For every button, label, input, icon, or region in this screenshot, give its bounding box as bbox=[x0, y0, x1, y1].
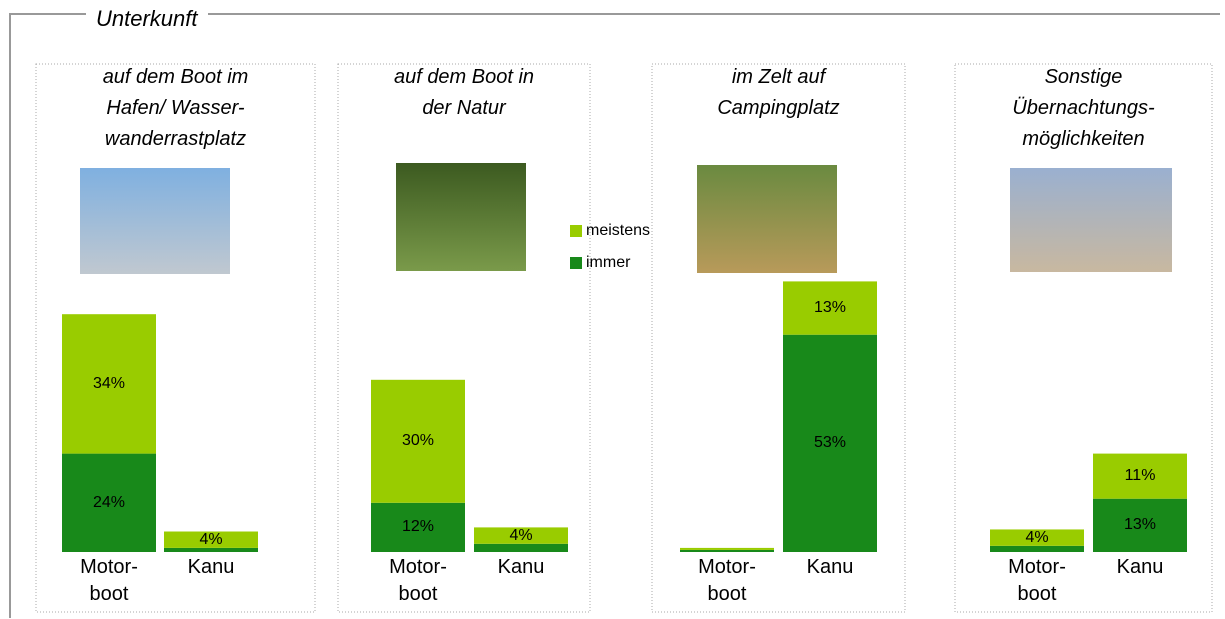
x-tick-label: Motor- boot bbox=[698, 556, 756, 605]
bar-segment bbox=[62, 453, 156, 552]
bar-segment bbox=[680, 549, 774, 552]
photo bbox=[80, 168, 230, 274]
panel-frame bbox=[651, 63, 906, 613]
x-tick-label: Kanu bbox=[806, 556, 854, 578]
bar-segment bbox=[371, 379, 465, 503]
x-tick-label: Motor- boot bbox=[1008, 556, 1066, 605]
bar-segment bbox=[783, 334, 877, 552]
panel-frame bbox=[337, 63, 591, 613]
panel-title: Sonstige Übernachtungs- möglichkeiten bbox=[1012, 66, 1155, 150]
x-tick-label: Motor- boot bbox=[80, 556, 138, 605]
value-label: 11% bbox=[1124, 467, 1156, 485]
value-label: 34% bbox=[92, 374, 126, 392]
photo bbox=[697, 165, 837, 273]
panel-frame bbox=[954, 63, 1213, 613]
value-label: 24% bbox=[92, 493, 126, 511]
bar-segment bbox=[164, 547, 258, 552]
value-label: 4% bbox=[509, 526, 533, 544]
value-label: 12% bbox=[401, 518, 435, 536]
value-label: 13% bbox=[1123, 516, 1157, 534]
bar-segment bbox=[474, 527, 568, 544]
value-label: 30% bbox=[401, 432, 435, 450]
bar-segment bbox=[680, 547, 774, 550]
bar-segment bbox=[990, 529, 1084, 546]
legend-swatch bbox=[570, 257, 582, 269]
bar-segment bbox=[990, 545, 1084, 552]
value-label: 4% bbox=[1025, 528, 1049, 546]
x-tick-label: Kanu bbox=[497, 556, 545, 578]
main-title: Unterkunft bbox=[86, 6, 208, 32]
panel-frame bbox=[35, 63, 316, 613]
value-label: 13% bbox=[813, 299, 847, 317]
bar-segment bbox=[371, 502, 465, 552]
value-label: 53% bbox=[813, 434, 847, 452]
bar-segment bbox=[164, 531, 258, 548]
bar-segment bbox=[1093, 453, 1187, 499]
photo bbox=[396, 163, 526, 271]
frame bbox=[9, 13, 1220, 618]
photo bbox=[1010, 168, 1172, 272]
x-tick-label: Kanu bbox=[1116, 556, 1164, 578]
panel-title: auf dem Boot in der Natur bbox=[393, 66, 535, 119]
legend-label: meistens bbox=[586, 222, 651, 239]
bar-segment bbox=[474, 543, 568, 552]
panel-title: im Zelt auf Campingplatz bbox=[717, 66, 840, 119]
value-label: 4% bbox=[199, 530, 223, 548]
bar-segment bbox=[1093, 498, 1187, 552]
x-tick-label: Kanu bbox=[187, 556, 235, 578]
bar-segment bbox=[62, 314, 156, 454]
legend-label: immer bbox=[586, 254, 631, 271]
bar-segment bbox=[783, 281, 877, 335]
legend-swatch bbox=[570, 225, 582, 237]
x-tick-label: Motor- boot bbox=[389, 556, 447, 605]
panel-title: auf dem Boot im Hafen/ Wasser- wanderras… bbox=[102, 66, 249, 150]
